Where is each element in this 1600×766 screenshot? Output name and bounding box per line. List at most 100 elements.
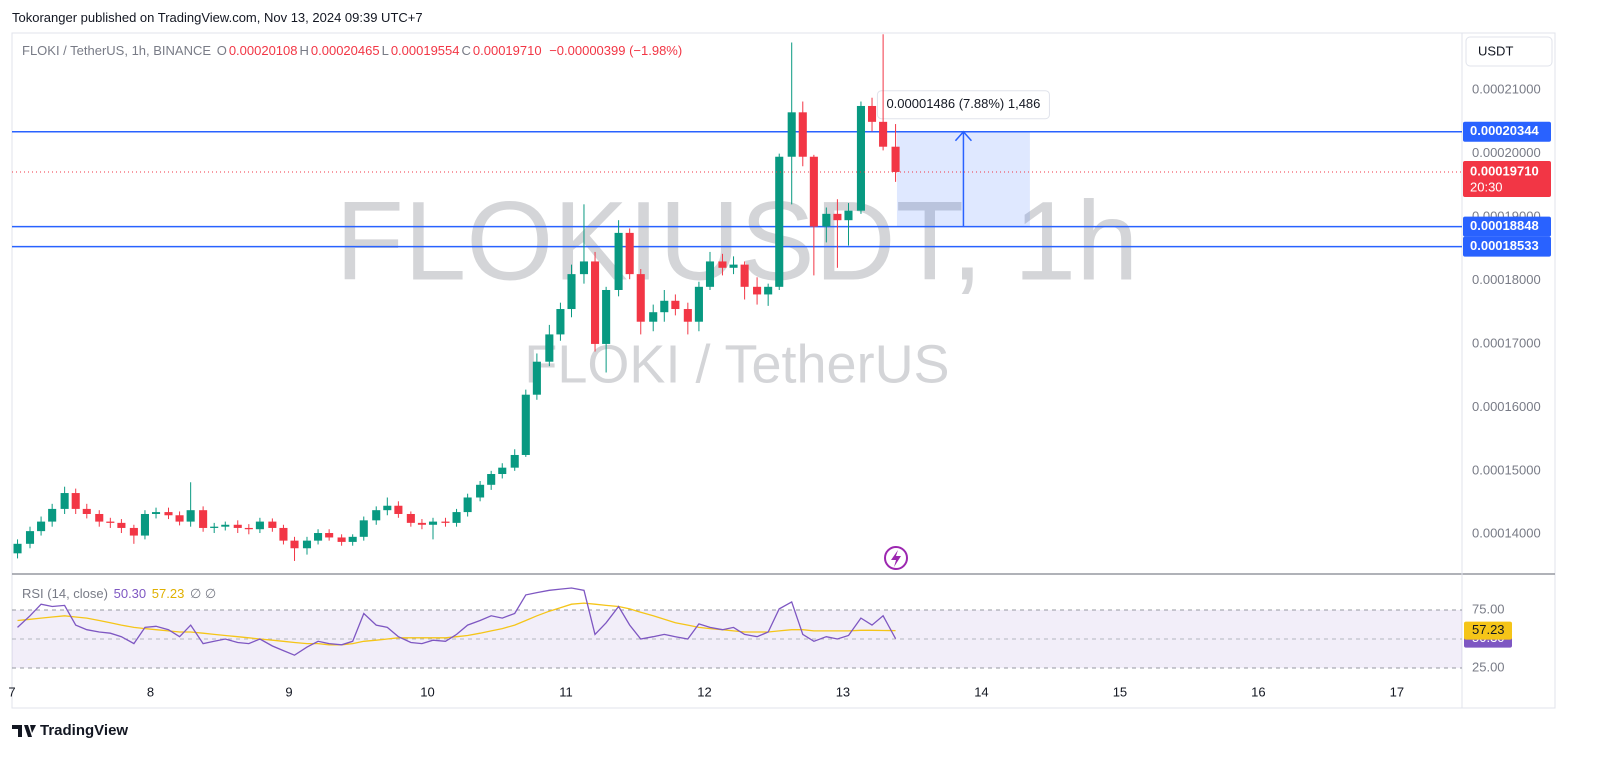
- candle-body: [521, 394, 530, 455]
- x-tick-label: 14: [974, 684, 988, 699]
- watermark-subtitle: FLOKI / TetherUS: [524, 334, 949, 394]
- candle-body: [591, 261, 600, 344]
- brand-logo: TradingView: [12, 722, 128, 739]
- watermark-title: FLOKIUSDT, 1h: [336, 179, 1139, 304]
- rsi-line: [17, 587, 897, 656]
- candle-body: [532, 361, 541, 395]
- measure-label-box: [876, 90, 1050, 120]
- price-line-label: 0.00020344: [1470, 123, 1539, 138]
- candle-body: [764, 286, 773, 295]
- candle-body: [25, 531, 35, 544]
- x-tick-label: 11: [559, 684, 573, 699]
- candle-body: [891, 146, 900, 172]
- candle-body: [82, 508, 91, 514]
- candle-body: [452, 512, 461, 523]
- currency-label[interactable]: USDT: [1478, 43, 1513, 58]
- y-tick-label: 0.00021000: [1472, 82, 1541, 97]
- x-tick-label: 15: [1113, 684, 1127, 699]
- rsi-value-box: [1464, 621, 1512, 640]
- ohlc-values: O 0.00020108 H 0.00020465 L 0.00019554 C 0.0001…: [217, 43, 544, 58]
- countdown-label: 20:30: [1470, 179, 1503, 194]
- candle-body: [625, 232, 634, 275]
- rsi-title: RSI (14, close): [22, 586, 108, 601]
- candle-body: [13, 543, 22, 554]
- ohlc-label: O: [216, 43, 227, 58]
- candle-body: [244, 527, 253, 530]
- candle-body: [95, 513, 104, 522]
- x-tick-label: 13: [836, 684, 850, 699]
- candle-body: [660, 300, 669, 313]
- candle-body: [614, 232, 623, 290]
- candle-body: [199, 510, 208, 528]
- candle-body: [106, 521, 115, 523]
- candle-body: [636, 274, 645, 322]
- candle-body: [441, 521, 450, 523]
- candle-body: [359, 520, 368, 537]
- x-tick-label: 10: [420, 684, 434, 699]
- candle-body: [417, 522, 426, 525]
- candle-body: [740, 264, 749, 287]
- candle-body: [671, 300, 680, 310]
- candle-body: [279, 527, 288, 541]
- x-tick-label: 8: [147, 684, 154, 699]
- price-line-box: [1463, 121, 1551, 142]
- candle-body: [314, 533, 323, 541]
- x-tick-label: 12: [697, 684, 711, 699]
- candle-body: [383, 505, 392, 511]
- candle-body: [210, 526, 219, 528]
- candle-body: [476, 484, 485, 498]
- candle-body: [844, 210, 853, 221]
- candle-body: [602, 289, 611, 344]
- candle-body: [175, 515, 184, 522]
- price-line-label: 0.00018533: [1470, 238, 1539, 253]
- ohlc-label: H: [299, 43, 309, 58]
- candle-body: [290, 540, 299, 549]
- candle-body: [856, 105, 865, 211]
- last-price-label: 0.00019710: [1470, 163, 1539, 178]
- x-tick-label: 16: [1251, 684, 1265, 699]
- candle-body: [798, 112, 807, 157]
- candle-body: [718, 261, 727, 268]
- candle-body: [406, 513, 415, 523]
- candle-body: [302, 540, 312, 549]
- candle-body: [221, 524, 230, 527]
- currency-button[interactable]: [1465, 36, 1553, 67]
- x-tick-label: 17: [1390, 684, 1404, 699]
- event-bolt: [891, 550, 901, 567]
- candle-body: [683, 309, 692, 322]
- candle-body: [140, 513, 149, 536]
- candle-body: [879, 121, 888, 147]
- y-tick-label: 0.00015000: [1472, 462, 1541, 477]
- change: −0.00000399 (−1.98%): [549, 43, 683, 58]
- candle-body: [394, 505, 403, 514]
- rsi-legend: RSI (14, close) 50.30 57.23 ∅ ∅: [22, 586, 218, 602]
- candle-body: [775, 156, 784, 287]
- candle-body: [60, 493, 69, 509]
- candle-body: [48, 508, 57, 522]
- measure-label: 0.00001486 (7.88%) 1,486: [886, 96, 1040, 111]
- candle-body: [787, 112, 796, 157]
- candle-body: [498, 467, 507, 475]
- y-tick-label: 25.00: [1472, 659, 1505, 674]
- candle-body: [37, 521, 46, 532]
- candle-body: [556, 309, 565, 335]
- y-tick-label: 0.00018000: [1472, 272, 1541, 287]
- publisher-line: Tokoranger published on TradingView.com,…: [12, 10, 423, 25]
- price-legend: FLOKI / TetherUS, 1h, BINANCE O 0.0002010…: [22, 43, 684, 58]
- candle-body: [268, 521, 277, 528]
- candle-body: [510, 454, 519, 468]
- candle-body: [151, 512, 161, 514]
- y-tick-label: 0.00016000: [1472, 399, 1541, 414]
- y-tick-label: 75.00: [1472, 601, 1505, 616]
- x-tick-label: 9: [285, 684, 292, 699]
- candle-body: [428, 521, 438, 525]
- candle-body: [325, 533, 334, 538]
- candle-body: [372, 510, 381, 521]
- candle-body: [649, 312, 658, 322]
- candle-body: [337, 537, 346, 542]
- ohlc-value: 0.00019710: [472, 43, 542, 58]
- ohlc-value: 0.00020465: [310, 43, 380, 58]
